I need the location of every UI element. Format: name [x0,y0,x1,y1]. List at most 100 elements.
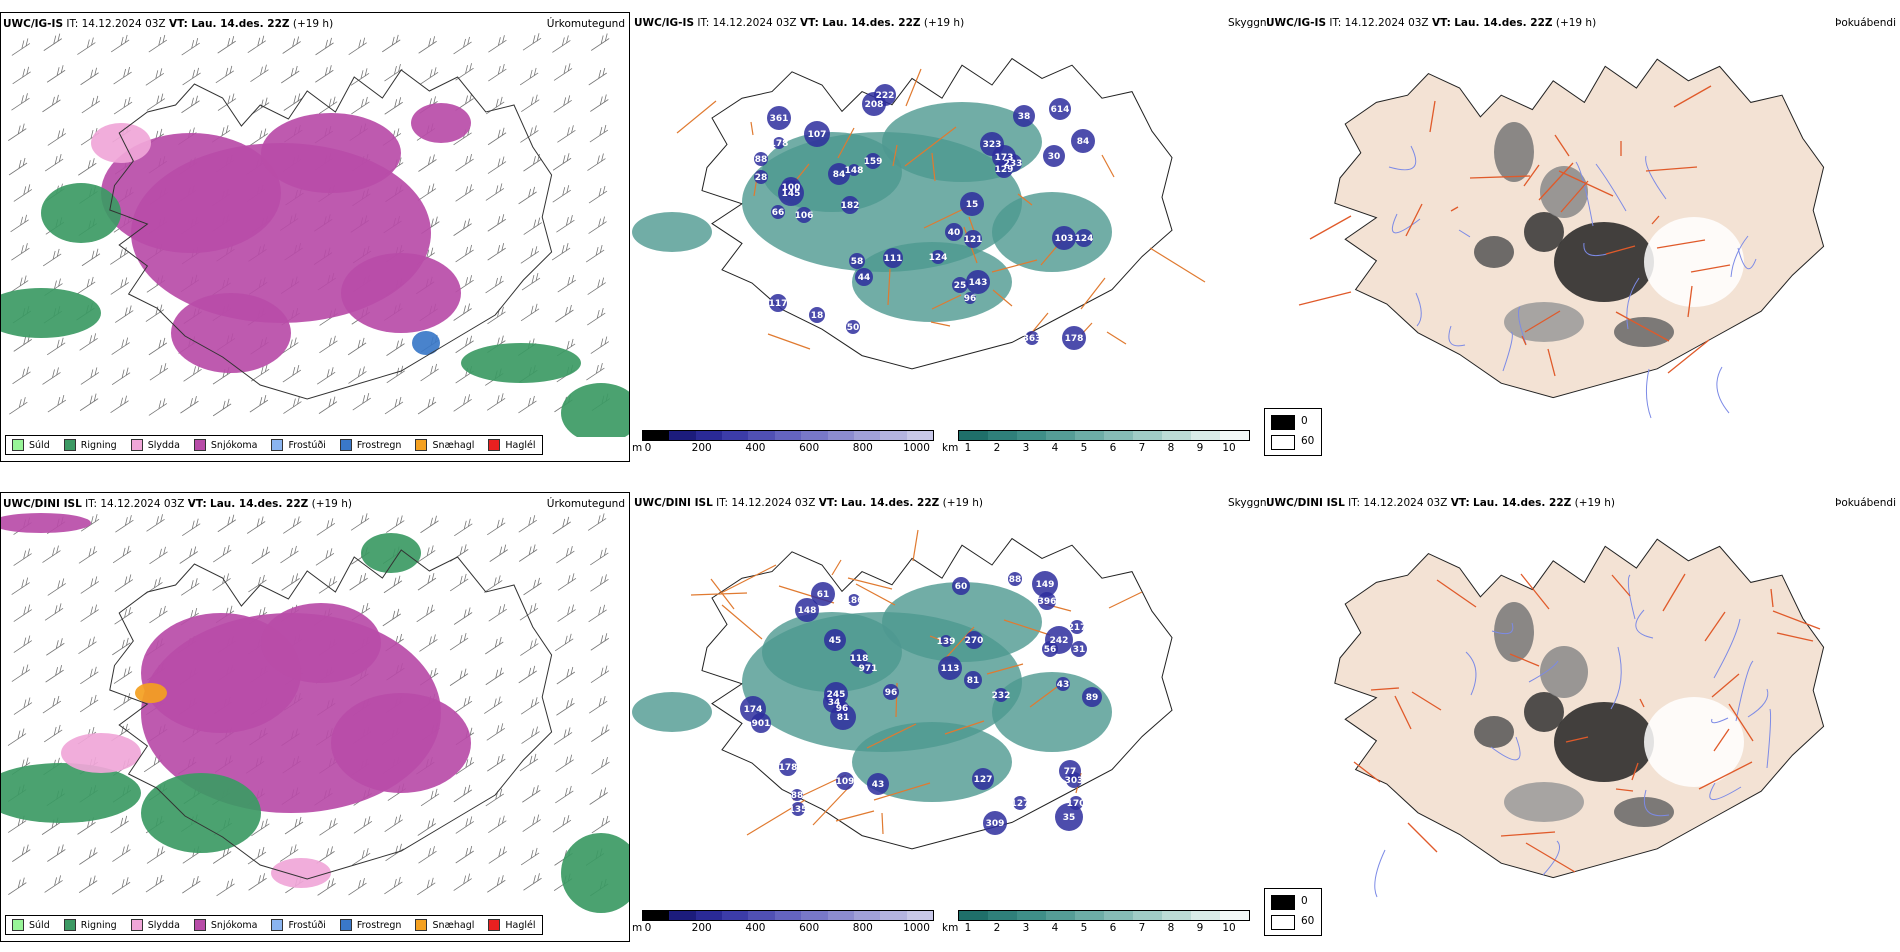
cloudbase-label: 15 [966,200,979,210]
cloudbase-label: 88 [791,791,804,801]
cloudbase-cell [1025,331,1039,345]
river [1465,651,1477,696]
road [944,720,985,735]
wind-barb [453,394,472,412]
wind-barb [420,515,439,534]
legend-swatch [12,919,24,931]
wind-barb [590,547,609,566]
wind-barb [384,396,404,415]
wind-barb [455,184,474,202]
visibility-tick: 3 [1022,442,1030,454]
legend-label: Haglél [505,439,536,451]
river [1388,145,1417,171]
legend-label: Rigning [80,439,117,451]
cloudbase-tick: 1000 [903,442,930,454]
road [1017,193,1033,206]
precip-area [141,773,261,853]
wind-barb [420,363,439,382]
cloudbase-label: 89 [1086,693,1099,703]
wind-barb [449,573,469,592]
precip-area [135,683,167,703]
wind-barb [418,846,437,864]
river [1711,717,1729,724]
river [1448,325,1466,347]
cloudbase-label: 25 [954,281,967,291]
wind-barb [418,36,437,54]
wind-barb [319,818,338,836]
cloudbase-cell [964,671,982,689]
wind-barb [250,64,269,83]
river [1747,688,1769,718]
precip-fields [1,513,629,913]
road [881,812,884,835]
road [892,144,898,167]
river [1595,163,1627,212]
fog-area [1524,212,1564,252]
road [1108,591,1143,609]
cloudbase-label: 143 [969,278,988,288]
cloudbase-field [740,571,1102,835]
cloudbase-label: 222 [876,91,895,101]
wind-barb [110,34,130,53]
wind-barb [419,634,438,652]
road [1673,85,1712,108]
cloudbase-cell [824,629,846,651]
wind-barb [455,757,475,775]
wind-barb [552,153,572,171]
wind-barb [384,876,403,895]
cloudbase-tick: 800 [852,922,873,934]
road [1523,164,1540,187]
road [837,127,855,159]
wind-barb [556,215,575,233]
legend-item: Rigning [63,919,117,931]
cloudbase-label: 232 [992,691,1011,701]
wind-barb [11,93,30,111]
precip-area [1,288,101,338]
wind-barb [587,277,606,295]
legend-swatch [488,439,501,451]
wind-barb [79,393,99,411]
wind-barb [146,514,165,532]
wind-barb [81,95,101,114]
wind-barb [591,724,610,742]
road [1667,339,1710,374]
legend-label: Slydda [147,919,180,931]
wind-barb [589,124,609,143]
fog-area [1474,236,1514,268]
cloudbase-label: 242 [1050,636,1069,646]
cloudbase-colorbar: m 0 200 400 600 800 1000 [632,910,942,936]
precip-area [1,513,91,533]
road [1704,611,1726,642]
wind-barb [521,94,540,113]
visibility-tick: 6 [1109,442,1117,454]
cloudbase-cell [883,684,899,700]
cloudbase-label: 270 [965,636,984,646]
cloudbase-cell [1013,796,1027,810]
wind-barb [78,636,97,655]
road [1407,822,1438,853]
visibility-tick: 1 [964,442,972,454]
cloudbase-label: 117 [769,299,788,309]
wind-barb [553,63,573,81]
wind-barb [42,94,61,113]
wind-barb [590,574,609,592]
wind-barb [114,607,133,625]
road [1469,175,1531,179]
river [1627,574,1636,620]
wind-barb [518,395,537,414]
cloudbase-cell [848,594,860,606]
legend-swatch [415,919,428,931]
wind-barb [111,367,131,385]
fog-area [1504,302,1584,342]
cloudbase-cell [964,292,976,304]
cloudbase-label: 148 [798,606,817,616]
cloudbase-cell [848,164,860,176]
cloudbase-map: 148 81 242 186 971 96 303 109 170 245 309 127 113 396… [632,529,1173,850]
legend-label: Snæhagl [432,919,475,931]
precip-area [171,293,291,373]
cloudbase-tick: 0 [644,922,652,934]
wind-barb [115,305,134,323]
wind-barb [113,96,133,115]
visibility-tick: 4 [1051,922,1059,934]
cloudbase-cell [1049,98,1071,120]
